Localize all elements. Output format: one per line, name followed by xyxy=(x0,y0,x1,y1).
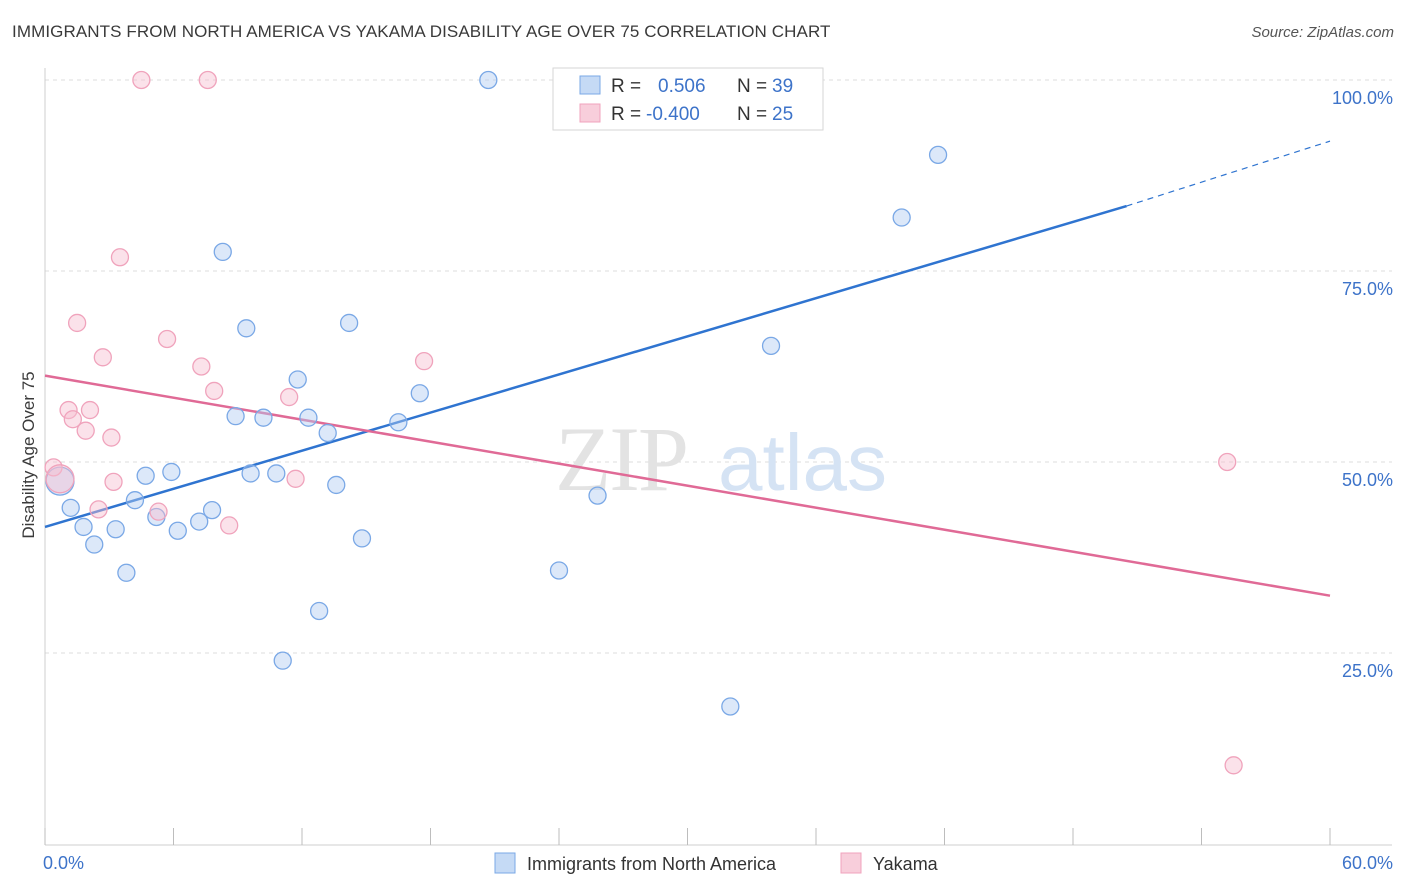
data-point-blue xyxy=(389,413,408,432)
data-point-blue xyxy=(479,70,498,90)
data-point-blue xyxy=(202,500,222,520)
legend-r-label-blue: R = xyxy=(611,76,641,97)
source-credit: Source: ZipAtlas.com xyxy=(1251,24,1394,41)
trend-line-pink xyxy=(44,374,1331,597)
data-point-blue xyxy=(213,242,232,262)
data-point-blue xyxy=(410,384,429,403)
series-legend: Immigrants from North America Yakama xyxy=(494,852,939,874)
data-point-blue xyxy=(588,486,607,505)
data-point-pink xyxy=(45,464,75,494)
svg-text:ZIP: ZIP xyxy=(555,408,687,510)
series-legend-swatch-blue xyxy=(494,852,516,874)
legend-r-value-pink: -0.400 xyxy=(646,104,700,125)
data-point-pink xyxy=(1218,452,1237,472)
data-point-pink xyxy=(80,400,100,420)
series-legend-label-pink: Yakama xyxy=(873,854,939,874)
legend-n-value-blue: 39 xyxy=(772,76,793,97)
x-tick-label: 60.0% xyxy=(1342,853,1393,873)
data-point-blue xyxy=(288,370,307,389)
grid-lines xyxy=(45,79,1392,654)
data-point-pink xyxy=(76,421,95,440)
y-tick-label: 50.0% xyxy=(1342,470,1393,490)
legend-r-value-blue: 0.506 xyxy=(658,76,706,97)
trend-line-blue-extension xyxy=(1126,140,1331,207)
chart-title: IMMIGRANTS FROM NORTH AMERICA VS YAKAMA … xyxy=(12,22,831,41)
y-tick-label: 100.0% xyxy=(1332,88,1393,108)
data-point-blue xyxy=(928,145,948,165)
data-point-blue xyxy=(241,464,260,483)
data-point-blue xyxy=(85,535,104,554)
x-tick-labels: 0.0% 60.0% xyxy=(43,853,1393,873)
data-point-pink xyxy=(63,410,82,429)
data-point-blue xyxy=(267,464,286,483)
series-legend-swatch-pink xyxy=(840,852,862,874)
trend-lines xyxy=(44,140,1331,597)
data-point-pink xyxy=(93,348,112,367)
legend-swatch-blue xyxy=(579,75,601,95)
data-point-blue xyxy=(892,208,911,227)
y-tick-label: 75.0% xyxy=(1342,279,1393,299)
data-point-blue xyxy=(168,521,187,540)
data-point-pink xyxy=(44,458,63,477)
data-point-pink xyxy=(414,352,434,371)
legend-swatch-pink xyxy=(579,103,601,123)
y-tick-labels: 25.0% 50.0% 75.0% 100.0% xyxy=(1332,88,1393,681)
data-point-blue xyxy=(299,408,318,427)
y-tick-label: 25.0% xyxy=(1342,661,1393,681)
data-point-pink xyxy=(198,70,217,90)
data-point-pink xyxy=(59,400,78,420)
data-point-blue xyxy=(61,498,80,517)
series-legend-label-blue: Immigrants from North America xyxy=(527,854,777,874)
legend-n-label-blue: N = xyxy=(737,76,767,97)
data-point-pink xyxy=(205,381,224,401)
legend-n-label-pink: N = xyxy=(737,104,767,125)
data-point-pink xyxy=(149,502,168,521)
watermark: ZIP atlas xyxy=(555,408,887,510)
data-point-blue xyxy=(226,407,245,426)
data-point-pink xyxy=(279,387,299,407)
data-point-blue xyxy=(721,697,740,716)
legend-n-value-pink: 25 xyxy=(772,104,793,125)
data-point-blue xyxy=(339,313,359,333)
data-point-pink xyxy=(286,469,305,488)
data-point-blue xyxy=(761,336,781,356)
data-point-blue xyxy=(190,512,209,531)
data-point-pink xyxy=(102,428,121,447)
x-tick-label: 0.0% xyxy=(43,853,84,873)
data-point-blue xyxy=(74,517,93,537)
data-point-pink xyxy=(220,516,239,535)
data-point-blue xyxy=(162,462,181,482)
data-point-blue xyxy=(136,466,155,485)
data-point-pink xyxy=(132,70,151,90)
data-point-pink xyxy=(89,500,108,519)
data-point-blue xyxy=(309,601,329,621)
y-axis-title: Disability Age Over 75 xyxy=(19,371,38,538)
data-points xyxy=(44,70,1243,775)
data-point-pink xyxy=(104,472,123,492)
data-point-pink xyxy=(157,329,177,349)
trend-line-blue xyxy=(44,204,1127,529)
data-point-blue xyxy=(106,520,125,539)
data-point-blue xyxy=(273,651,292,670)
svg-text:atlas: atlas xyxy=(718,418,887,507)
data-point-blue xyxy=(549,561,569,580)
data-point-pink xyxy=(67,313,87,333)
data-point-blue xyxy=(125,491,145,510)
stats-legend: R = 0.506 N = 39 R = -0.400 N = 25 xyxy=(552,67,824,131)
data-point-blue xyxy=(254,408,273,427)
data-point-blue xyxy=(117,563,136,582)
data-point-pink xyxy=(110,248,130,267)
data-point-blue xyxy=(352,529,372,548)
x-axis-ticks xyxy=(44,828,1331,845)
data-point-pink xyxy=(192,357,211,376)
data-point-pink xyxy=(1224,756,1243,775)
data-point-blue xyxy=(327,475,346,495)
axes xyxy=(44,68,1392,846)
data-point-blue xyxy=(237,319,256,338)
legend-r-label-pink: R = xyxy=(611,104,641,125)
data-point-blue xyxy=(318,423,337,443)
